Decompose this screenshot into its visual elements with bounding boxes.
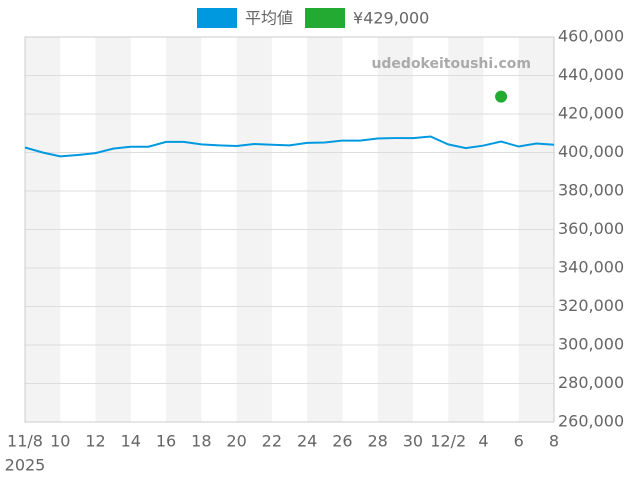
x-tick-label: 10 [50,432,70,451]
y-tick-label: 380,000 [558,181,624,200]
x-tick-label: 20 [226,432,246,451]
x-tick-label: 14 [121,432,141,451]
plot-border [24,36,555,423]
y-tick-label: 300,000 [558,335,624,354]
legend-swatch [305,8,346,28]
y-tick-label: 320,000 [558,296,624,315]
x-tick-label: 12/2 [430,432,466,451]
x-tick-label: 12 [85,432,105,451]
x-tick-label: 26 [332,432,352,451]
y-tick-label: 400,000 [558,142,624,161]
x-tick-label: 16 [156,432,176,451]
line [24,135,555,158]
point [495,90,508,103]
x-year-label: 2025 [5,456,46,475]
x-tick-label: 11/8 [7,432,43,451]
legend-label: ¥429,000 [353,9,429,28]
y-tick-label: 460,000 [558,27,624,46]
y-tick-label: 340,000 [558,258,624,277]
y-tick-label: 440,000 [558,65,624,84]
x-tick-label: 6 [514,432,524,451]
legend-label: 平均値 [245,9,293,28]
y-tick-label: 360,000 [558,219,624,238]
x-tick-label: 4 [478,432,488,451]
y-tick-label: 260,000 [558,412,624,431]
y-tick-label: 420,000 [558,104,624,123]
x-tick-label: 28 [367,432,387,451]
x-tick-label: 18 [191,432,211,451]
y-tick-label: 280,000 [558,373,624,392]
legend-swatch [197,8,237,28]
x-tick-label: 30 [403,432,423,451]
x-tick-label: 24 [297,432,317,451]
watermark: udedokeitoushi.com [371,56,531,72]
x-tick-label: 8 [549,432,559,451]
x-tick-label: 22 [262,432,282,451]
legend: 平均値 ¥429,000 [197,8,429,28]
